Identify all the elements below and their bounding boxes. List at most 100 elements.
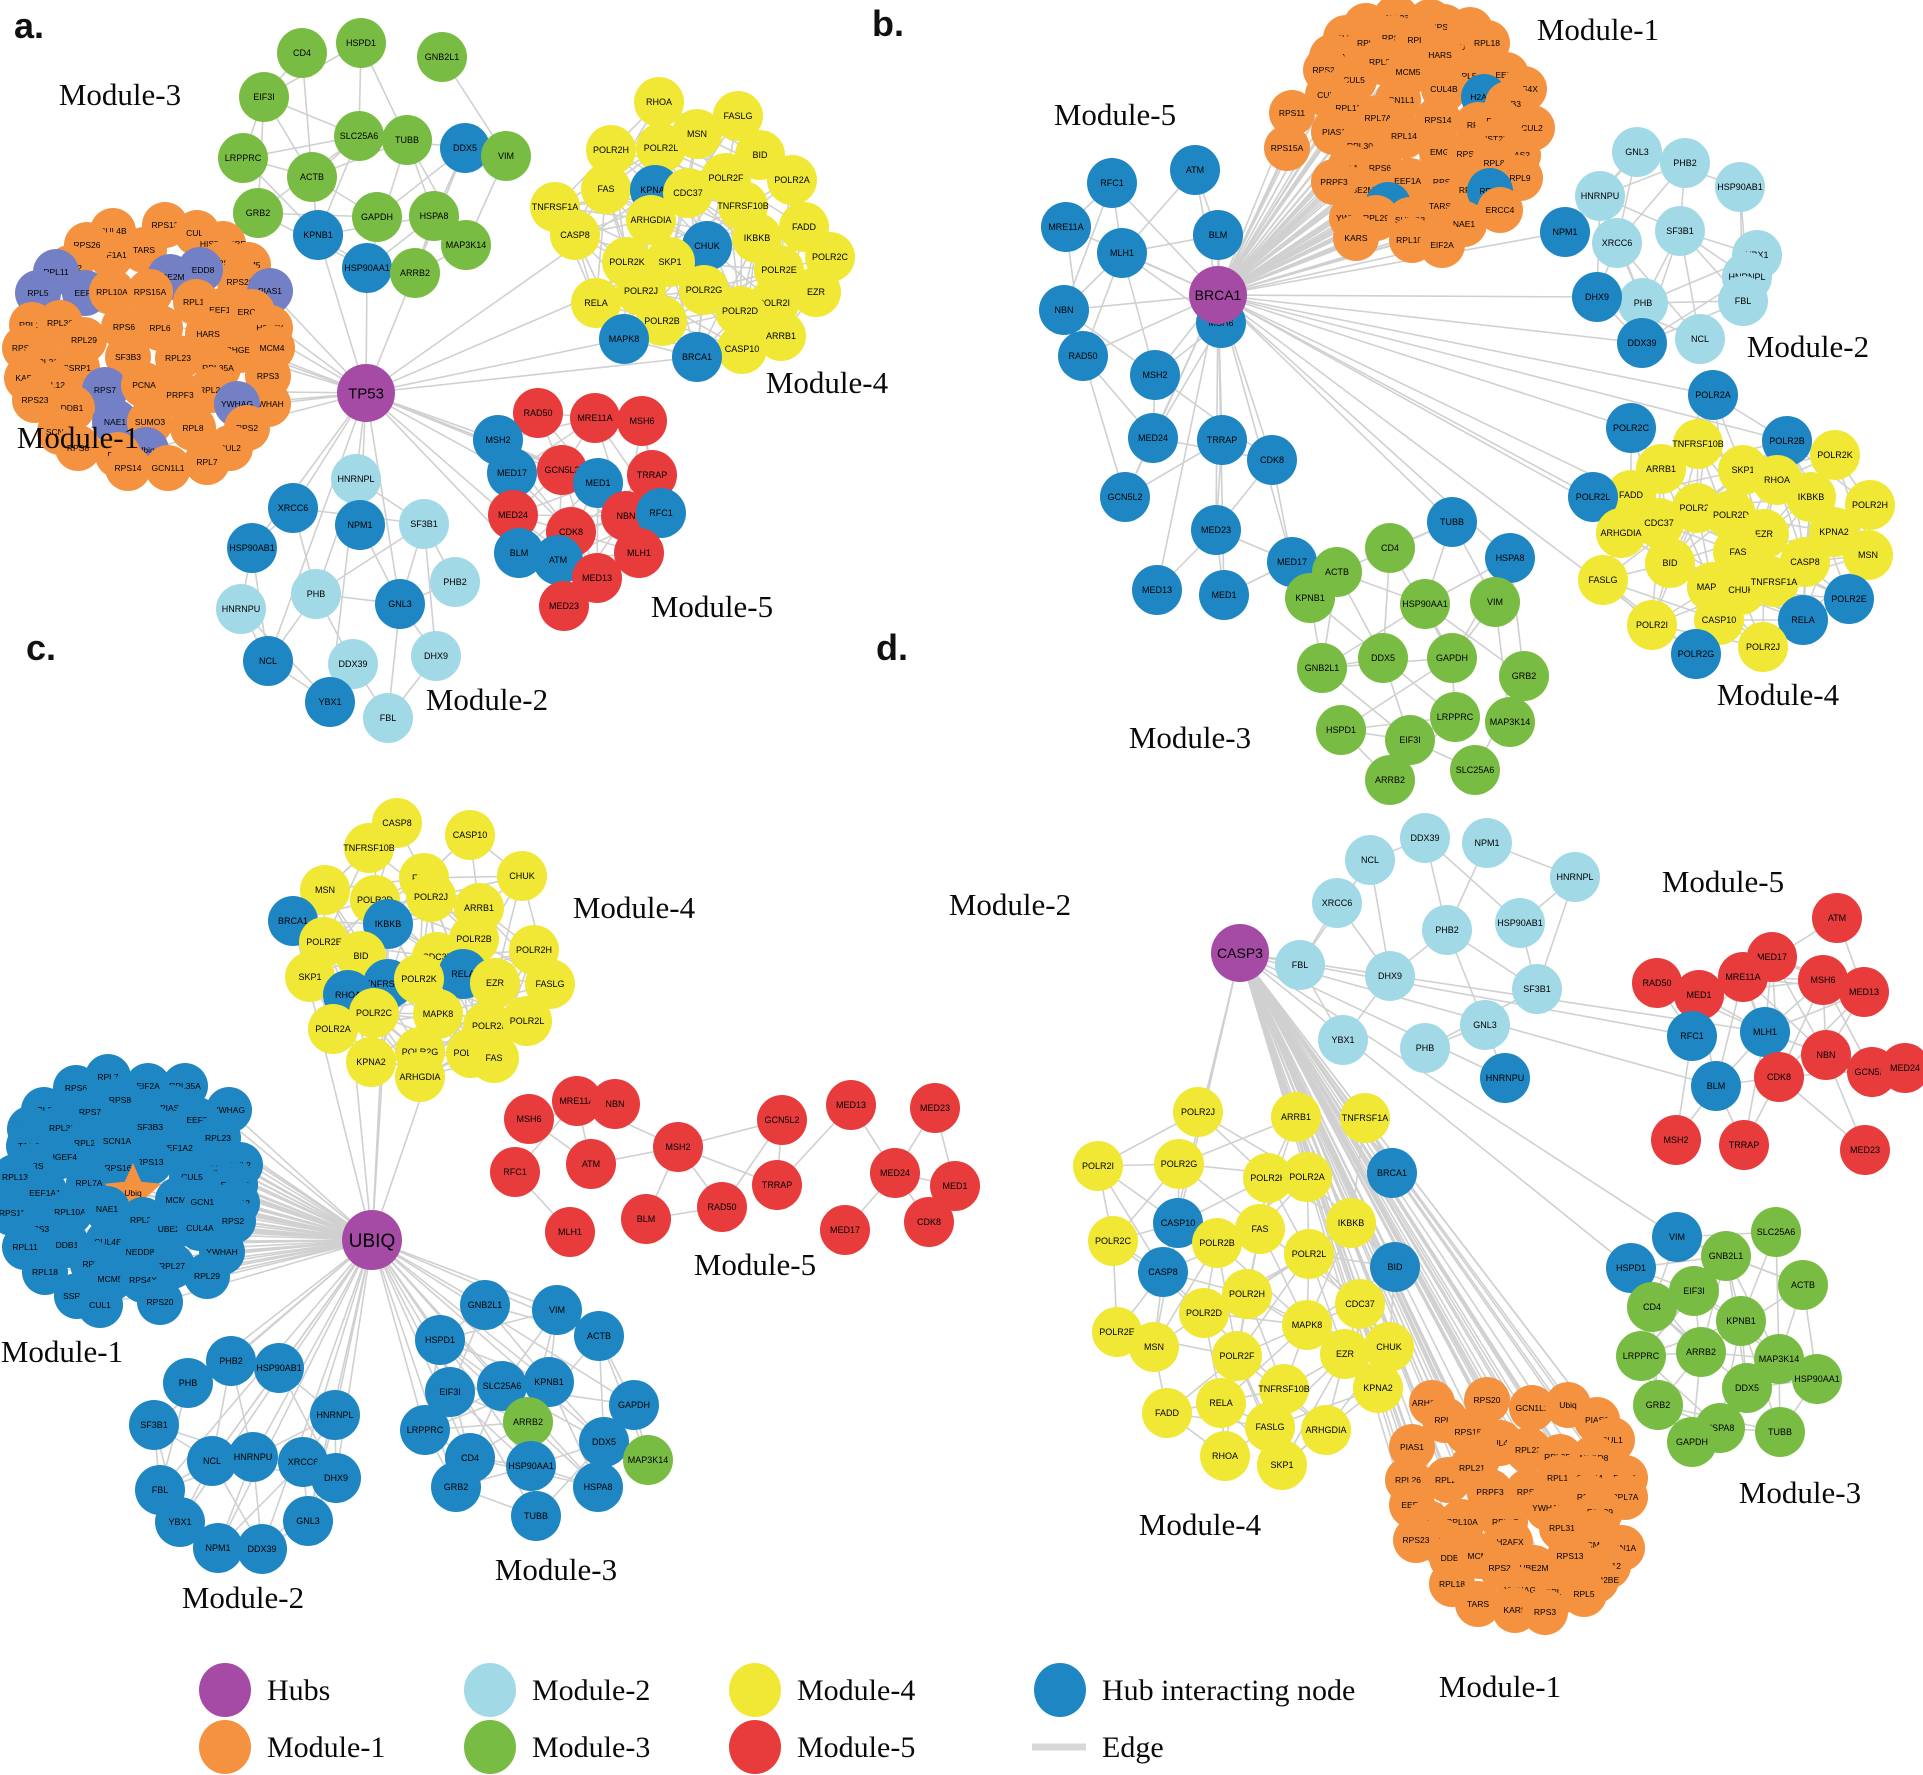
node-MAP3K14[interactable]: MAP3K14 [441, 220, 491, 270]
node-RPL7[interactable]: RPL7 [184, 439, 230, 485]
node-ARRB2[interactable]: ARRB2 [503, 1397, 553, 1447]
node-TNFRSF1A[interactable]: TNFRSF1A [1340, 1093, 1390, 1143]
node-TUBB[interactable]: TUBB [382, 115, 432, 165]
node-MED23[interactable]: MED23 [539, 581, 589, 631]
node-GNB2L1[interactable]: GNB2L1 [417, 32, 467, 82]
node-HSPA8[interactable]: HSPA8 [573, 1462, 623, 1512]
node-MSH2[interactable]: MSH2 [653, 1122, 703, 1172]
node-MRE11A[interactable]: MRE11A [1041, 202, 1091, 252]
node-CDK8[interactable]: CDK8 [904, 1197, 954, 1247]
node-ARHGDIA[interactable]: ARHGDIA [1596, 508, 1646, 558]
node-RFC1[interactable]: RFC1 [490, 1147, 540, 1197]
hub-node-TP53[interactable]: TP53 [337, 364, 395, 422]
node-POLR2H[interactable]: POLR2H [1222, 1269, 1272, 1319]
node-POLR2J[interactable]: POLR2J [406, 872, 456, 922]
node-RAD50[interactable]: RAD50 [697, 1182, 747, 1232]
node-HSP90AA1[interactable]: HSP90AA1 [342, 243, 392, 293]
node-EZR[interactable]: EZR [470, 958, 520, 1008]
node-FAS[interactable]: FAS [469, 1033, 519, 1083]
node-HSP90AB1[interactable]: HSP90AB1 [227, 523, 277, 573]
node-YBX1[interactable]: YBX1 [305, 677, 355, 727]
node-HNRNPU[interactable]: HNRNPU [228, 1432, 278, 1482]
node-HNRNPL[interactable]: HNRNPL [310, 1390, 360, 1440]
node-FBL[interactable]: FBL [1718, 276, 1768, 326]
node-BLM[interactable]: BLM [1691, 1061, 1741, 1111]
node-GNL3[interactable]: GNL3 [1460, 1000, 1510, 1050]
node-MSH6[interactable]: MSH6 [504, 1094, 554, 1144]
node-FBL[interactable]: FBL [1275, 940, 1325, 990]
node-POLR2E[interactable]: POLR2E [1824, 574, 1874, 624]
node-HNRNPU[interactable]: HNRNPU [1575, 171, 1625, 221]
node-ATM[interactable]: ATM [1170, 145, 1220, 195]
node-GCN5L2[interactable]: GCN5L2 [1100, 472, 1150, 522]
node-MED23[interactable]: MED23 [1840, 1125, 1890, 1175]
node-GNB2L1[interactable]: GNB2L1 [1297, 643, 1347, 693]
node-POLR2C[interactable]: POLR2C [1606, 403, 1656, 453]
node-POLR2A[interactable]: POLR2A [1688, 370, 1738, 420]
node-GNL3[interactable]: GNL3 [283, 1496, 333, 1546]
node-SF3B1[interactable]: SF3B1 [129, 1400, 179, 1450]
node-ARRB1[interactable]: ARRB1 [1271, 1092, 1321, 1142]
node-BRCA1[interactable]: BRCA1 [672, 332, 722, 382]
node-FAS[interactable]: FAS [1235, 1204, 1285, 1254]
node-POLR2A[interactable]: POLR2A [767, 155, 817, 205]
node-GRB2[interactable]: GRB2 [1633, 1380, 1683, 1430]
node-RAD50[interactable]: RAD50 [1632, 958, 1682, 1008]
node-MED24[interactable]: MED24 [1128, 413, 1178, 463]
node-MSH2[interactable]: MSH2 [1651, 1115, 1701, 1165]
node-CHUK[interactable]: CHUK [497, 851, 547, 901]
node-MLH1[interactable]: MLH1 [1740, 1007, 1790, 1057]
node-NPM1[interactable]: NPM1 [335, 500, 385, 550]
node-FBL[interactable]: FBL [363, 693, 413, 743]
node-LRPPRC[interactable]: LRPPRC [218, 133, 268, 183]
node-EIF2A[interactable]: EIF2A [1419, 222, 1465, 268]
node-CASP8[interactable]: CASP8 [550, 210, 600, 260]
node-YBX1[interactable]: YBX1 [1318, 1015, 1368, 1065]
node-LRPPRC[interactable]: LRPPRC [1430, 692, 1480, 742]
node-MED13[interactable]: MED13 [826, 1080, 876, 1130]
node-ATM[interactable]: ATM [566, 1139, 616, 1189]
node-MRE11A[interactable]: MRE11A [1718, 952, 1768, 1002]
hub-node-BRCA1[interactable]: BRCA1 [1189, 266, 1247, 324]
node-ARRB2[interactable]: ARRB2 [390, 248, 440, 298]
node-PHB2[interactable]: PHB2 [1422, 905, 1472, 955]
node-MED23[interactable]: MED23 [1191, 505, 1241, 555]
node-GAPDH[interactable]: GAPDH [1667, 1417, 1717, 1467]
node-TRRAP[interactable]: TRRAP [1719, 1120, 1769, 1170]
node-DDX39[interactable]: DDX39 [237, 1524, 287, 1574]
node-DDX39[interactable]: DDX39 [1617, 318, 1667, 368]
node-DHX9[interactable]: DHX9 [1572, 272, 1622, 322]
node-CUL1[interactable]: CUL1 [77, 1282, 123, 1328]
node-HSPD1[interactable]: HSPD1 [415, 1315, 465, 1365]
node-HSPD1[interactable]: HSPD1 [336, 18, 386, 68]
node-MLH1[interactable]: MLH1 [1097, 228, 1147, 278]
node-RHOA[interactable]: RHOA [634, 77, 684, 127]
node-KPNA2[interactable]: KPNA2 [346, 1037, 396, 1087]
node-FASLG[interactable]: FASLG [1578, 555, 1628, 605]
node-GRB2[interactable]: GRB2 [431, 1462, 481, 1512]
node-POLR2D[interactable]: POLR2D [1179, 1288, 1229, 1338]
node-RFC1[interactable]: RFC1 [1667, 1011, 1717, 1061]
node-XRCC6[interactable]: XRCC6 [1592, 218, 1642, 268]
node-KPNB1[interactable]: KPNB1 [1285, 573, 1335, 623]
node-VIM[interactable]: VIM [1652, 1212, 1702, 1262]
node-XRCC6[interactable]: XRCC6 [1312, 878, 1362, 928]
node-RFC1[interactable]: RFC1 [1087, 158, 1137, 208]
node-DDX5[interactable]: DDX5 [1358, 633, 1408, 683]
node-ACTB[interactable]: ACTB [574, 1311, 624, 1361]
node-POLR2I[interactable]: POLR2I [1073, 1141, 1123, 1191]
node-GRB2[interactable]: GRB2 [1499, 651, 1549, 701]
node-SLC25A6[interactable]: SLC25A6 [1751, 1207, 1801, 1257]
node-CASP10[interactable]: CASP10 [717, 324, 767, 374]
node-HSP90AA1[interactable]: HSP90AA1 [506, 1441, 556, 1491]
node-HSP90AA1[interactable]: HSP90AA1 [1792, 1354, 1842, 1404]
node-MSN[interactable]: MSN [1129, 1322, 1179, 1372]
node-VIM[interactable]: VIM [1470, 577, 1520, 627]
node-EZR[interactable]: EZR [791, 267, 841, 317]
node-DHX9[interactable]: DHX9 [311, 1453, 361, 1503]
node-CD4[interactable]: CD4 [1365, 523, 1415, 573]
hub-node-CASP3[interactable]: CASP3 [1211, 924, 1269, 982]
node-CD4[interactable]: CD4 [277, 28, 327, 78]
node-DHX9[interactable]: DHX9 [411, 631, 461, 681]
node-NBN[interactable]: NBN [1801, 1030, 1851, 1080]
